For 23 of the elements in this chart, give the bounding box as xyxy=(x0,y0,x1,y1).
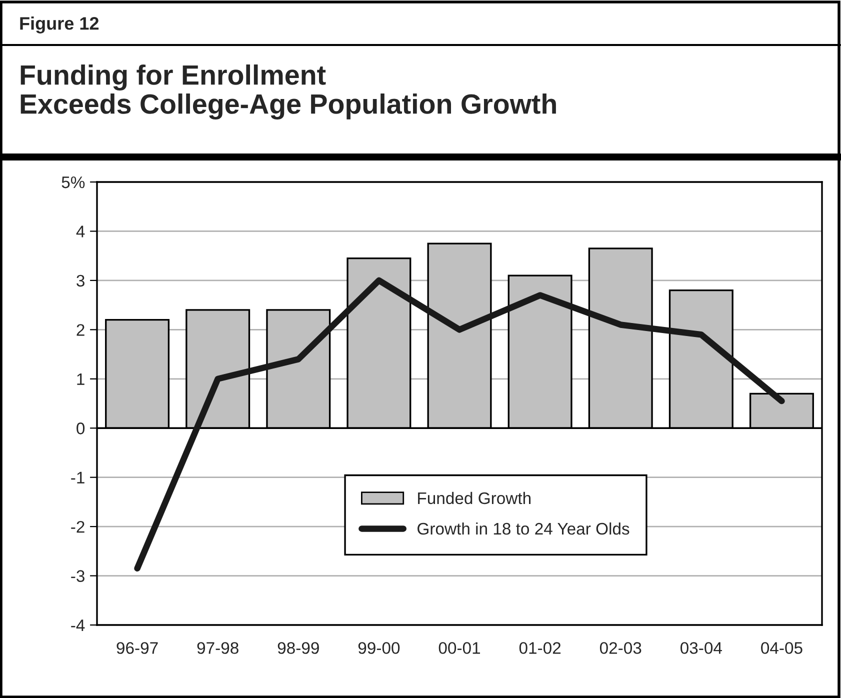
chart-title: Funding for Enrollment Exceeds College-Age Population Growth xyxy=(20,64,556,120)
legend-label: Growth in 18 to 24 Year Olds xyxy=(418,522,630,535)
x-tick-label: 00-01 xyxy=(438,642,480,654)
caption: Figure 12 xyxy=(20,16,99,34)
x-tick-label: 04-05 xyxy=(761,642,802,654)
y-tick-label: 2 xyxy=(76,324,84,336)
legend-label: Funded Growth xyxy=(418,492,530,504)
y-tick-label: 1 xyxy=(77,373,84,385)
y-tick-label: -2 xyxy=(71,520,84,533)
x-tick-label: 99-00 xyxy=(358,642,400,654)
y-tick-label: 3 xyxy=(76,274,84,287)
y-tick-label: -1 xyxy=(71,472,84,484)
x-tick-label: 02-03 xyxy=(600,642,642,654)
x-tick-label: 97-98 xyxy=(197,642,238,654)
y-tick-label: -3 xyxy=(71,570,84,582)
x-tick-label: 98-99 xyxy=(278,642,319,654)
y-tick-label: -4 xyxy=(71,620,85,632)
y-tick-label: 5% xyxy=(62,176,85,188)
y-tick-label: 0 xyxy=(76,422,85,434)
x-tick-label: 03-04 xyxy=(680,642,722,654)
y-tick-label: 4 xyxy=(76,226,85,238)
x-tick-label: 01-02 xyxy=(519,642,561,654)
x-tick-label: 96-97 xyxy=(116,642,158,654)
